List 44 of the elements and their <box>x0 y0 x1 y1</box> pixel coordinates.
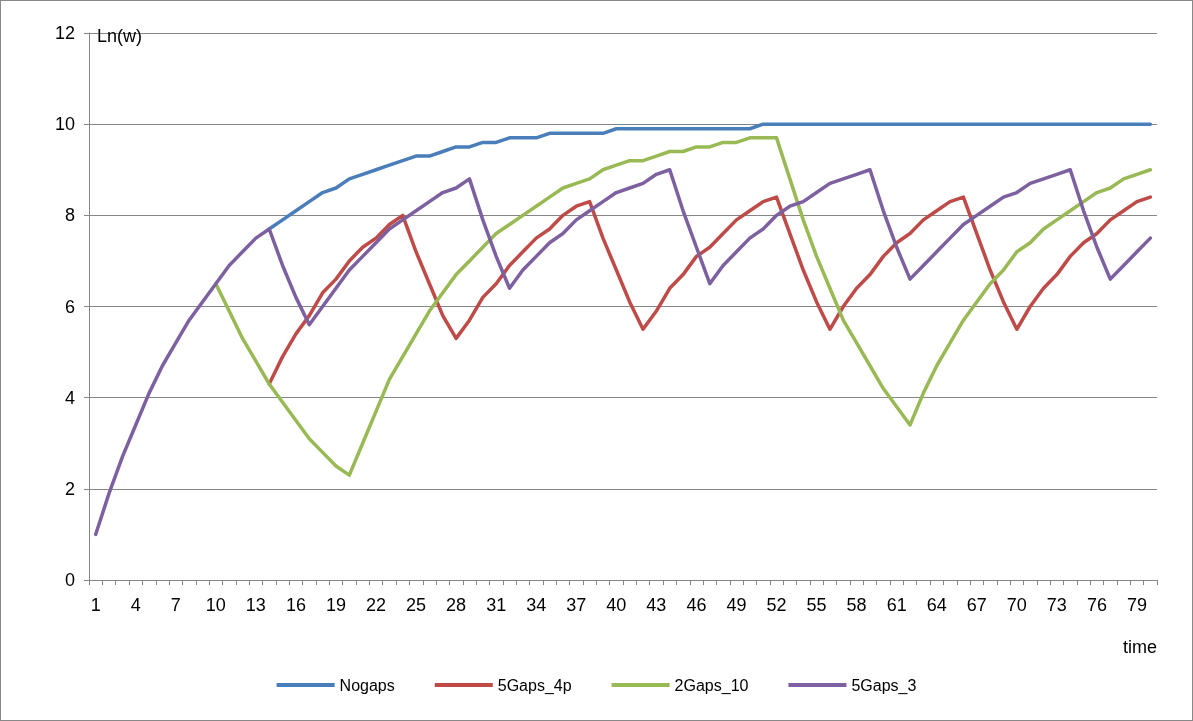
legend-label: 2Gaps_10 <box>674 676 749 695</box>
x-tick-label: 73 <box>1046 595 1067 615</box>
legend-label: Nogaps <box>339 676 395 694</box>
x-tick-label: 4 <box>130 595 141 615</box>
x-tick-label: 55 <box>806 595 827 615</box>
x-tick-label: 49 <box>726 595 747 615</box>
y-axis-title: Ln(w) <box>97 26 143 46</box>
y-tick-label: 2 <box>64 478 75 499</box>
x-tick-label: 58 <box>846 595 867 615</box>
x-tick-label: 67 <box>966 595 987 615</box>
x-tick-label: 1 <box>90 595 101 615</box>
x-tick-label: 28 <box>446 595 467 615</box>
x-axis-title: time <box>1122 637 1157 657</box>
x-tick-label: 19 <box>325 595 346 615</box>
x-tick-label: 7 <box>170 595 181 615</box>
legend-label: 5Gaps_4p <box>497 676 572 695</box>
x-tick-label: 61 <box>886 595 907 615</box>
x-tick-label: 46 <box>686 595 707 615</box>
x-tick-label: 31 <box>486 595 507 615</box>
y-tick-label: 10 <box>54 114 75 135</box>
x-tick-label: 25 <box>406 595 427 615</box>
x-tick-label: 76 <box>1086 595 1107 615</box>
legend-label: 5Gaps_3 <box>851 676 917 695</box>
x-tick-label: 13 <box>245 595 266 615</box>
x-tick-label: 64 <box>926 595 947 615</box>
line-series <box>267 122 1153 231</box>
x-tick-label: 40 <box>606 595 627 615</box>
y-tick-label: 0 <box>64 570 75 590</box>
y-tick-label: 8 <box>64 205 75 226</box>
x-tick-label: 52 <box>766 595 787 615</box>
x-tick-label: 22 <box>366 595 387 615</box>
x-tick-label: 10 <box>205 595 226 615</box>
x-tick-label: 43 <box>646 595 667 615</box>
x-tick-label: 16 <box>285 595 306 615</box>
line-series <box>93 168 1153 537</box>
x-tick-label: 34 <box>526 595 547 615</box>
y-tick-label: 4 <box>64 387 75 408</box>
line-series <box>267 195 1153 386</box>
x-tick-label: 79 <box>1126 595 1147 615</box>
line-series <box>214 136 1153 477</box>
y-tick-label: 12 <box>54 23 75 43</box>
y-tick-label: 6 <box>64 296 75 317</box>
x-tick-label: 37 <box>566 595 587 615</box>
x-tick-label: 70 <box>1006 595 1027 615</box>
